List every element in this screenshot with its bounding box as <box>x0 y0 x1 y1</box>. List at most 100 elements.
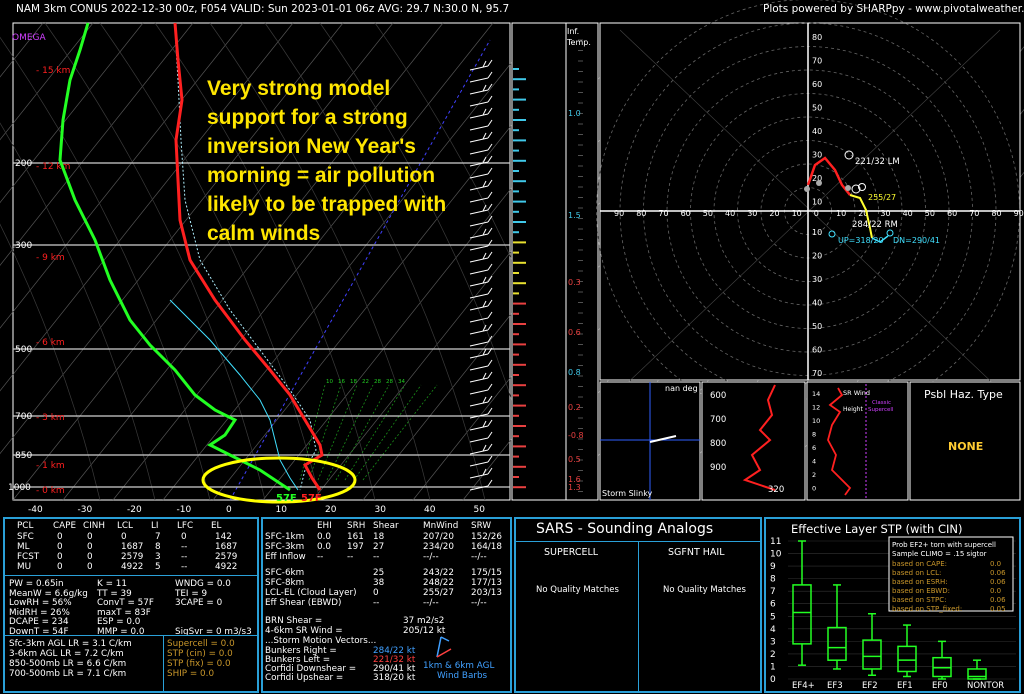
header-title: NAM 3km CONUS 2022-12-30 00z, F054 VALID… <box>16 3 510 15</box>
divider <box>163 635 164 691</box>
composite-index: STP (fix) = 0.0 <box>167 659 231 669</box>
motion-value: 284/22 kt <box>373 646 416 656</box>
kin-label: Eff Inflow <box>265 552 306 562</box>
stp-box <box>932 640 952 680</box>
mixing-ratio-label: 28 <box>386 379 393 385</box>
parcel-cell: 3 <box>155 552 161 562</box>
slinky-label: Storm Slinky <box>602 489 653 498</box>
virtual-temp-profile <box>174 29 317 491</box>
thermo-panel: PCL CAPE CINH LCL LI LFC EL SFC 0 0 0 7 0 142 ML 0 0 1687… <box>3 517 259 693</box>
dewpoint-profile <box>58 22 291 492</box>
inferred-temp-bar <box>513 363 526 366</box>
sars-supercell: SUPERCELL <box>544 547 599 558</box>
sr-wind-panel: 14 12 10 8 6 4 2 0 SR Wind Height Classic Super… <box>806 381 909 501</box>
index-value: DownT = 54F <box>9 626 69 637</box>
dry-adiabat <box>44 22 266 501</box>
hodo-x-label: 0 <box>814 209 819 218</box>
inferred-temp-bar <box>513 251 519 254</box>
inferred-temp-bar <box>513 68 519 70</box>
annotation-line: Very strong model <box>207 77 391 100</box>
annotation-line: support for a strong <box>207 106 408 129</box>
mixing-ratio-label: 22 <box>362 379 369 385</box>
divider <box>5 575 257 576</box>
temp-tick: 20 <box>325 505 337 515</box>
stp-y-tick: 8 <box>770 575 776 585</box>
isotherm <box>62 22 444 501</box>
pressure-tick: 300 <box>15 241 32 251</box>
sars-match-left: No Quality Matches <box>536 585 619 595</box>
kin-cell: 248/22 <box>423 578 454 588</box>
mixing-ratio-line <box>362 384 438 481</box>
height-label: - 15 km <box>36 66 70 76</box>
stp-prob-value: 0.0 <box>990 560 1001 568</box>
theta-e-value: 320 <box>768 485 784 495</box>
parcel-cell: -- <box>181 562 188 572</box>
hodograph-panel: 90 80 70 60 50 40 30 20 10 0 10 20 30 40 50 60 70 80 90 80… <box>596 0 1024 423</box>
inferred-temp-title-2: Temp. <box>566 38 591 47</box>
annotation-line: inversion New Year's <box>207 135 416 158</box>
inferred-temp-bar <box>513 333 519 336</box>
inferred-temp-bar <box>513 149 519 152</box>
wind-barb <box>469 83 493 95</box>
hodo-x-label: 10 <box>792 209 802 218</box>
inferred-temp-bar <box>513 425 526 427</box>
wind-barb <box>469 335 493 347</box>
sr-wind-trace <box>827 387 852 496</box>
wind-barb <box>469 167 493 179</box>
kin-wind-barbs <box>436 636 452 658</box>
composite-index: STP (cin) = 0.0 <box>167 649 233 659</box>
dry-adiabat <box>99 22 321 501</box>
annotation-line: likely to be trapped with <box>207 193 447 216</box>
parcel-cell: 0 <box>87 552 93 562</box>
lapse-rate: 850-500mb LR = 6.6 C/km <box>9 659 127 669</box>
inferred-temp-bar <box>513 180 526 183</box>
sr-wind-ticks: 14 12 10 8 6 4 2 0 <box>812 390 820 493</box>
inferred-temp-bar <box>513 435 519 438</box>
wind-barb <box>469 431 493 443</box>
parcel-cell: ML <box>17 542 30 552</box>
parcel-cell: 0 <box>121 532 127 542</box>
kin-cell: 234/20 <box>423 542 454 552</box>
index-value: MidRH = 26% <box>9 607 70 618</box>
inferred-temp-values: 1.0 1.5 0.8 0.3 0.6 0.2 -0.8 0.5 1.61.3 <box>568 109 584 492</box>
parcel-cell: 1687 <box>121 542 144 552</box>
stp-category-label: EF1 <box>897 681 913 691</box>
kin-label: SFC-8km <box>265 578 305 588</box>
isotherm <box>0 22 244 329</box>
wind-barb <box>469 215 493 227</box>
hodo-y-label: 80 <box>812 33 822 42</box>
index-value: PW = 0.65in <box>9 579 64 589</box>
stp-chart: Effective Layer STP (with CIN) 0 1 2 3 4 5 6 7 8… <box>770 522 1016 691</box>
kin-label: SFC-6km <box>265 568 305 578</box>
stp-y-tick: 2 <box>770 650 776 660</box>
inferred-temp-bar <box>513 404 526 407</box>
kin-header: SRH <box>347 521 366 531</box>
inferred-temp-value: 0.2 <box>568 403 581 412</box>
slinky-title: nan deg <box>665 384 698 393</box>
hodo-y-label: 60 <box>812 346 822 355</box>
hodo-point <box>816 180 822 186</box>
inferred-temp-bar <box>513 88 519 91</box>
up-label: UP=318/20 <box>838 236 884 245</box>
theta-e-tick: 700 <box>710 415 726 425</box>
hodograph-trace-upper <box>849 194 873 239</box>
barb-caption-1: 1km & 6km AGL <box>423 661 495 671</box>
index-value: maxT = 83F <box>97 607 151 618</box>
motion-title: ...Storm Motion Vectors... <box>265 636 377 646</box>
kin-cell: 207/20 <box>423 532 454 542</box>
hazard-title: Psbl Haz. Type <box>924 388 1003 401</box>
parcel-cell: 4922 <box>121 562 144 572</box>
hodo-y-label: 30 <box>812 275 822 284</box>
kin-cell: --/-- <box>471 598 487 608</box>
hodo-x-label: 10 <box>836 209 846 218</box>
inferred-temp-bar <box>513 231 519 234</box>
wind-barb <box>469 299 493 311</box>
height-label: - 1 km <box>36 461 65 471</box>
mixing-ratio-label: 28 <box>374 379 381 385</box>
hodo-y-label: 40 <box>812 299 822 308</box>
height-label: - 6 km <box>36 338 65 348</box>
mixing-ratio-label: 34 <box>398 379 405 385</box>
mixing-ratio-line <box>317 384 358 481</box>
motion-label: Corfidi Upshear = <box>265 673 344 683</box>
